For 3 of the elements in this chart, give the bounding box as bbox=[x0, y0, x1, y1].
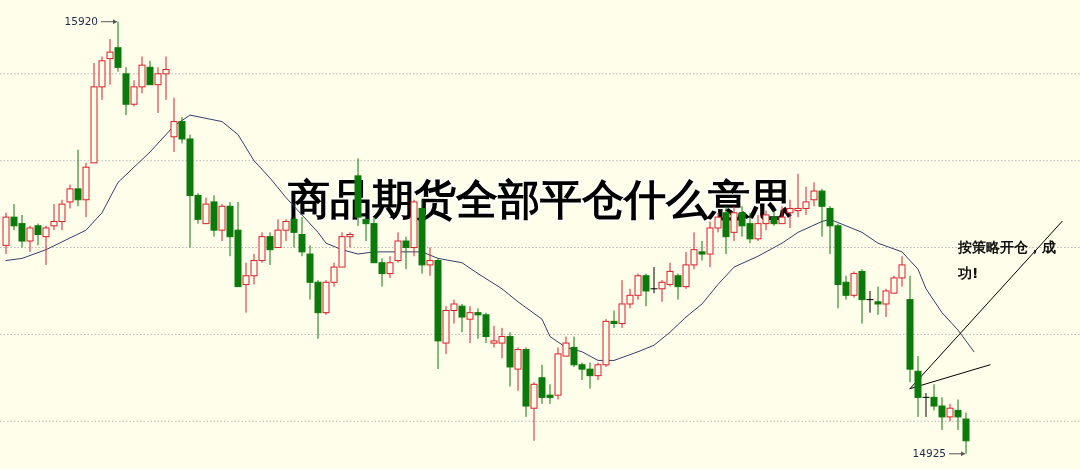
annotation: 按策略开仓，成功! bbox=[957, 239, 1056, 281]
annotation: 14925 bbox=[912, 447, 946, 460]
annotation: 15920 bbox=[64, 15, 98, 28]
